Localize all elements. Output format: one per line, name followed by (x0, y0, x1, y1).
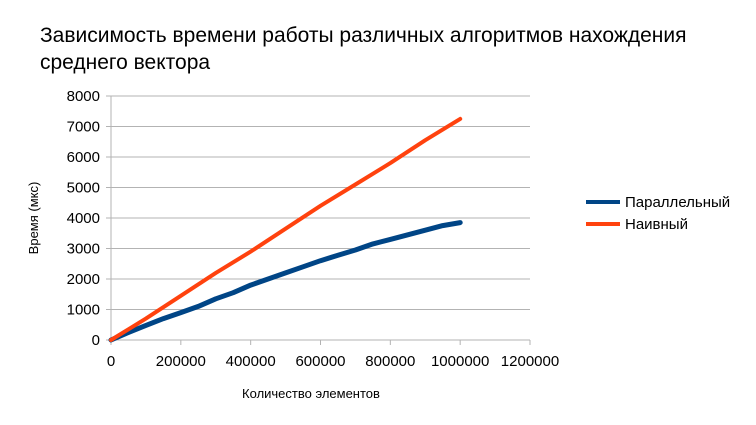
x-tick-label: 1200000 (501, 353, 559, 370)
chart-title: Зависимость времени работы различных алг… (40, 24, 687, 74)
legend: Параллельный Наивный (586, 194, 730, 233)
y-tick-label: 7000 (67, 119, 100, 136)
y-tick-label: 3000 (67, 241, 100, 258)
y-tick-label: 4000 (67, 210, 100, 227)
x-axis-label: Количество элементов (242, 386, 380, 401)
y-tick-label: 5000 (67, 180, 100, 197)
x-tick-labels: 0 200000 400000 600000 800000 1000000 1200000 (107, 353, 559, 370)
legend-label-parallel: Параллельный (625, 194, 730, 211)
legend-label-naive: Наивный (625, 216, 688, 233)
y-axis-label: Время (мкс) (26, 182, 41, 255)
y-tick-label: 6000 (67, 149, 100, 166)
series-lines (108, 116, 463, 343)
y-tick-label: 0 (92, 332, 100, 349)
axes (110, 96, 530, 341)
grid-lines (106, 95, 531, 345)
series-line-parallel (108, 220, 463, 343)
x-tick-label: 1000000 (431, 353, 489, 370)
x-tick-label: 800000 (365, 353, 415, 370)
y-tick-label: 1000 (67, 302, 100, 319)
x-tick-label: 0 (107, 353, 115, 370)
y-tick-label: 2000 (67, 271, 100, 288)
x-tick-label: 400000 (226, 353, 276, 370)
series-line-naive (109, 116, 463, 342)
x-tick-label: 200000 (156, 353, 206, 370)
y-tick-labels: 0 1000 2000 3000 4000 5000 6000 7000 8000 (67, 88, 100, 349)
y-tick-label: 8000 (67, 88, 100, 105)
x-tick-label: 600000 (295, 353, 345, 370)
